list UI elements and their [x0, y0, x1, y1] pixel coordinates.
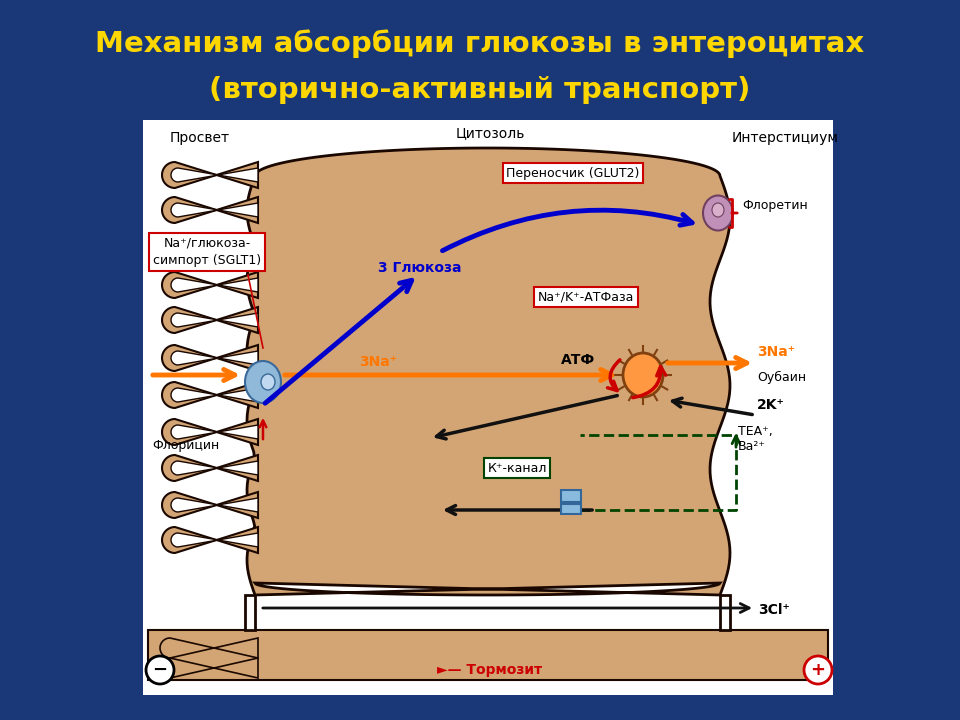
Bar — [143, 120, 833, 695]
Circle shape — [804, 656, 832, 684]
Text: −: − — [153, 661, 168, 679]
Polygon shape — [162, 492, 258, 518]
FancyArrowPatch shape — [608, 360, 620, 390]
Text: Просвет: Просвет — [170, 131, 230, 145]
Text: Na⁺/K⁺-АТФаза: Na⁺/K⁺-АТФаза — [538, 290, 635, 304]
Polygon shape — [171, 313, 258, 327]
Text: Механизм абсорбции глюкозы в энтероцитах: Механизм абсорбции глюкозы в энтероцитах — [95, 30, 865, 58]
Polygon shape — [162, 345, 258, 371]
Ellipse shape — [703, 196, 733, 230]
Ellipse shape — [245, 361, 281, 403]
Text: Интерстициум: Интерстициум — [732, 131, 838, 145]
Polygon shape — [171, 533, 258, 547]
Bar — [561, 490, 581, 502]
Polygon shape — [162, 419, 258, 445]
Text: ►— Тормозит: ►— Тормозит — [438, 663, 542, 677]
Circle shape — [146, 656, 174, 684]
Polygon shape — [162, 382, 258, 408]
Ellipse shape — [623, 353, 663, 397]
Polygon shape — [247, 148, 730, 595]
Ellipse shape — [712, 203, 724, 217]
Polygon shape — [162, 455, 258, 481]
Polygon shape — [148, 630, 828, 680]
Polygon shape — [171, 168, 258, 182]
Polygon shape — [162, 307, 258, 333]
Polygon shape — [160, 658, 258, 678]
Polygon shape — [162, 197, 258, 223]
Ellipse shape — [261, 374, 275, 390]
Text: 3Na⁺: 3Na⁺ — [757, 345, 795, 359]
Text: Флорицин: Флорицин — [152, 438, 219, 451]
Text: 2K⁺: 2K⁺ — [757, 398, 784, 412]
Text: 3Cl⁺: 3Cl⁺ — [758, 603, 790, 617]
Polygon shape — [171, 388, 258, 402]
Polygon shape — [162, 527, 258, 553]
Text: 3 Глюкоза: 3 Глюкоза — [378, 261, 462, 275]
Text: +: + — [810, 661, 826, 679]
Polygon shape — [171, 425, 258, 439]
Text: Na⁺/глюкоза-
симпорт (SGLT1): Na⁺/глюкоза- симпорт (SGLT1) — [153, 237, 261, 267]
Text: Оубаин: Оубаин — [757, 371, 806, 384]
Text: 3Na⁺: 3Na⁺ — [359, 355, 397, 369]
Polygon shape — [162, 162, 258, 188]
Polygon shape — [171, 203, 258, 217]
Text: Флоретин: Флоретин — [742, 199, 807, 212]
Text: АТФ: АТФ — [561, 353, 595, 367]
Polygon shape — [245, 595, 255, 630]
Text: Цитозоль: Цитозоль — [455, 126, 525, 140]
Text: К⁺-канал: К⁺-канал — [488, 462, 546, 474]
Polygon shape — [162, 235, 258, 261]
Polygon shape — [171, 461, 258, 475]
Text: TEA⁺,: TEA⁺, — [738, 426, 773, 438]
Polygon shape — [160, 638, 258, 658]
Text: (вторично-активный транспорт): (вторично-активный транспорт) — [209, 76, 751, 104]
Bar — [561, 504, 581, 514]
Polygon shape — [720, 595, 730, 630]
Text: Переносчик (GLUT2): Переносчик (GLUT2) — [506, 166, 639, 179]
Polygon shape — [171, 498, 258, 512]
Text: Ba²⁺: Ba²⁺ — [738, 439, 766, 452]
Polygon shape — [162, 272, 258, 298]
FancyArrowPatch shape — [443, 210, 692, 251]
Polygon shape — [171, 241, 258, 255]
FancyArrowPatch shape — [633, 366, 665, 397]
Polygon shape — [171, 351, 258, 365]
Polygon shape — [171, 278, 258, 292]
